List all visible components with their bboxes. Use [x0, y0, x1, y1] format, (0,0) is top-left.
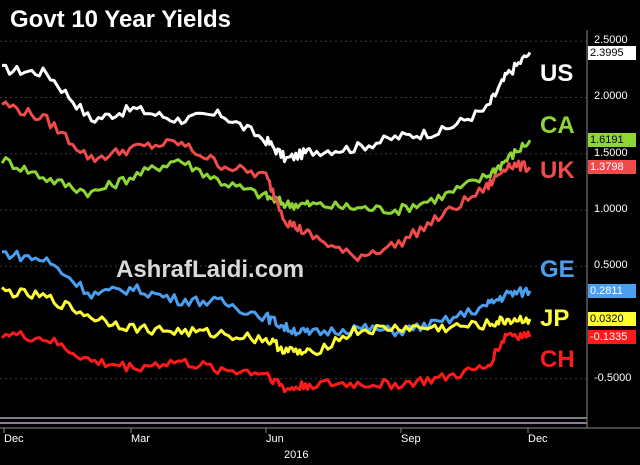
series-line-us — [2, 51, 532, 164]
x-tick-label: Mar — [131, 433, 150, 445]
y-tick-label: 0.5000 — [594, 259, 628, 272]
last-value-badge-ch: -0.1335 — [588, 330, 636, 345]
last-value-badge-jp: 0.0320 — [588, 311, 636, 326]
series-line-jp — [1, 286, 532, 357]
series-label-uk: UK — [540, 157, 575, 184]
y-tick-label: 2.0000 — [594, 90, 628, 103]
y-tick-label: -0.5000 — [594, 371, 632, 384]
series-line-uk — [1, 100, 532, 263]
last-value-badge-uk: 1.3798 — [588, 160, 636, 175]
x-tick-label: Sep — [401, 433, 421, 445]
chart-title: Govt 10 Year Yields — [10, 6, 232, 33]
series-label-ch: CH — [540, 346, 575, 373]
series-line-ch — [0, 330, 532, 394]
x-tick-label: Dec — [4, 433, 24, 445]
y-tick-label: 1.5000 — [594, 146, 628, 159]
series-lines — [0, 51, 532, 394]
series-label-jp: JP — [540, 305, 570, 332]
watermark: AshrafLaidi.com — [116, 256, 305, 283]
series-line-ca — [0, 139, 532, 216]
series-label-ge: GE — [540, 256, 575, 283]
last-value-badge-ge: 0.2811 — [588, 283, 636, 298]
y-tick-label: 1.0000 — [594, 202, 628, 215]
last-value-badge-us: 2.3995 — [588, 45, 636, 60]
series-label-ca: CA — [540, 112, 575, 139]
x-tick-marks — [3, 428, 529, 433]
x-tick-label: Dec — [528, 433, 548, 445]
series-line-ge — [2, 249, 532, 338]
last-value-badge-ca: 1.6191 — [588, 133, 636, 148]
y-tick-label: 2.5000 — [594, 34, 628, 47]
x-tick-label: Jun — [266, 433, 284, 445]
series-label-us: US — [540, 60, 574, 87]
year-label: 2016 — [284, 449, 309, 461]
